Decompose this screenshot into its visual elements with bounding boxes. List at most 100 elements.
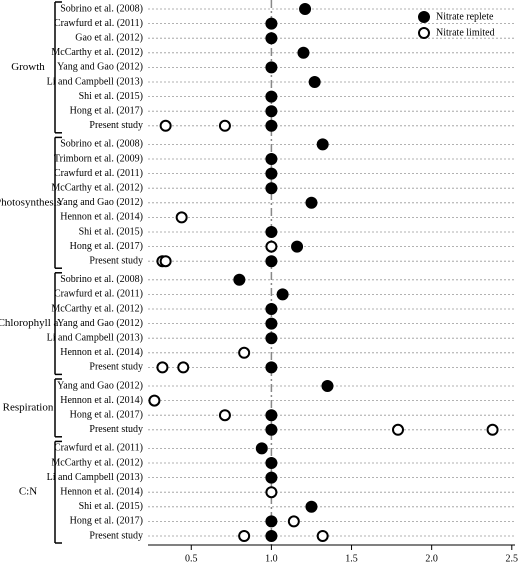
row-label: Sobrino et al. (2008) [60,274,143,285]
point-replete [265,167,278,180]
row-label: Gao et al. (2012) [75,32,143,43]
point-replete [265,105,278,118]
group-label: Chlorophyll a [0,317,59,329]
row-label: Crawfurd et al. (2011) [54,168,143,179]
point-limited [287,515,300,528]
row-label: Li and Campbell (2013) [47,76,143,87]
row-label: Hong et al. (2017) [70,409,143,420]
row-label: McCarthy et al. (2012) [51,182,143,193]
row-label: Shi et al. (2015) [79,226,143,237]
point-replete [265,409,278,422]
point-replete [276,288,289,301]
point-replete [291,240,304,253]
point-replete [297,46,310,59]
row-label: McCarthy et al. (2012) [51,303,143,314]
point-replete [265,182,278,195]
point-limited [486,423,499,436]
point-limited [148,394,161,407]
x-tick-label: 2.5 [506,553,519,564]
x-tick-label: 1.0 [265,553,278,564]
group-label: Growth [11,61,45,73]
point-limited [156,361,169,374]
legend-marker [418,27,430,39]
point-replete [305,500,318,513]
row-label: Present study [89,424,143,435]
row-label: Sobrino et al. (2008) [60,3,143,14]
point-replete [265,423,278,436]
row-label: Hennon et al. (2014) [60,347,143,358]
point-replete [233,273,246,286]
point-replete [308,76,321,88]
point-replete [265,90,278,103]
row-label: Li and Campbell (2013) [47,332,143,343]
row-label: Crawfurd et al. (2011) [54,18,143,29]
row-label: Sobrino et al. (2008) [60,139,143,150]
row-label: Hong et al. (2017) [70,105,143,116]
point-limited [177,361,190,374]
point-replete [265,17,278,30]
point-replete [265,303,278,315]
point-limited [238,530,251,542]
row-label: McCarthy et al. (2012) [51,457,143,468]
x-tick-label: 1.5 [345,553,358,564]
point-limited [265,486,278,499]
point-replete [265,119,278,132]
row-label: Present study [89,362,143,373]
point-replete [265,32,278,45]
row-label: Hong et al. (2017) [70,241,143,252]
legend-label: Nitrate limited [436,27,495,38]
row-label: Present study [89,255,143,266]
row-label: Hennon et al. (2014) [60,395,143,406]
legend-marker [418,11,430,23]
point-limited [265,240,278,253]
row-label: Present study [89,120,143,131]
group-label: Photosynthesis [0,196,61,208]
row-label: Yang and Gao (2012) [57,62,143,73]
point-replete [305,196,318,209]
point-replete [321,380,334,392]
legend-label: Nitrate replete [436,11,494,22]
point-limited [175,211,188,224]
point-replete [255,442,268,455]
row-label: McCarthy et al. (2012) [51,47,143,58]
point-replete [265,361,278,374]
point-limited [238,346,251,359]
row-label: Present study [89,530,143,541]
point-replete [265,226,278,238]
point-replete [265,515,278,528]
point-replete [299,3,312,15]
row-label: Trimborn et al. (2009) [54,153,143,164]
row-label: Li and Campbell (2013) [47,472,143,483]
row-label: Yang and Gao (2012) [57,380,143,391]
row-label: Crawfurd et al. (2011) [54,289,143,300]
point-limited [159,119,172,132]
row-label: Shi et al. (2015) [79,501,143,512]
point-limited [316,530,329,542]
point-limited [218,119,231,132]
row-label: Yang and Gao (2012) [57,197,143,208]
point-replete [265,255,278,268]
row-label: Hennon et al. (2014) [60,212,143,223]
row-label: Hong et al. (2017) [70,516,143,527]
group-label: C:N [19,486,37,498]
point-replete [265,153,278,165]
x-tick-label: 0.5 [185,553,198,564]
point-replete [265,332,278,345]
group-label: Respiration [3,401,54,413]
x-tick-label: 2.0 [425,553,438,564]
row-label: Yang and Gao (2012) [57,318,143,329]
point-replete [265,61,278,74]
row-label: Crawfurd et al. (2011) [54,443,143,454]
row-label: Shi et al. (2015) [79,91,143,102]
point-limited [218,409,231,422]
point-limited [392,423,405,436]
point-replete [265,457,278,469]
row-label: Hennon et al. (2014) [60,486,143,497]
point-replete [265,317,278,330]
point-replete [265,471,278,484]
point-replete [265,530,278,542]
point-replete [316,138,329,151]
point-limited [159,255,172,268]
